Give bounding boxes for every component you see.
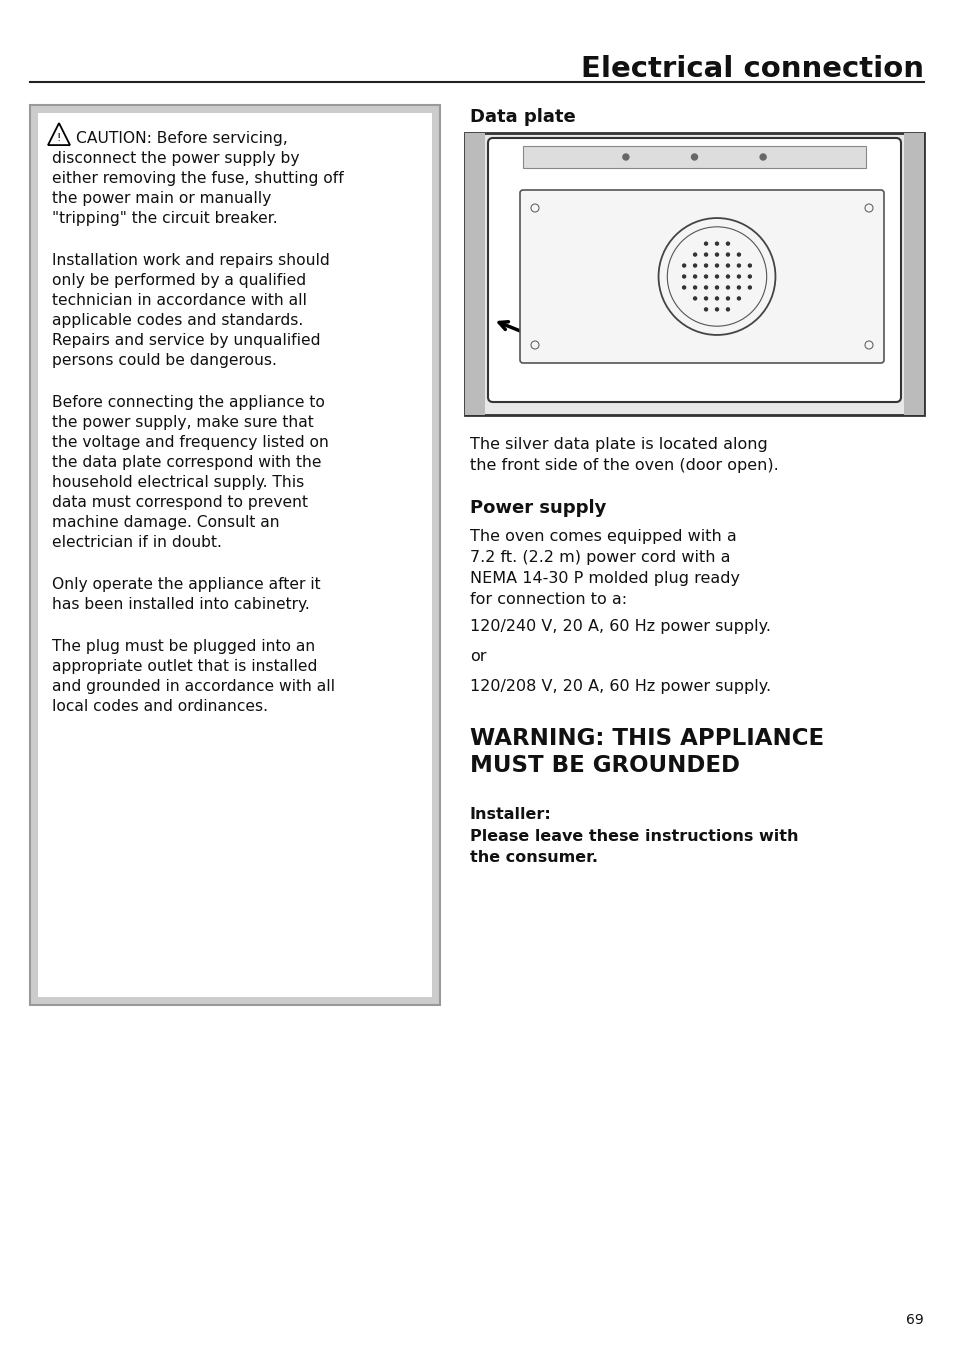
Circle shape: [682, 287, 685, 289]
Circle shape: [725, 308, 729, 311]
Text: The silver data plate is located along
the front side of the oven (door open).: The silver data plate is located along t…: [470, 437, 778, 473]
Text: Please leave these instructions with
the consumer.: Please leave these instructions with the…: [470, 829, 798, 865]
Circle shape: [715, 264, 718, 268]
Text: Installation work and repairs should: Installation work and repairs should: [52, 253, 330, 268]
Circle shape: [715, 242, 718, 245]
Text: and grounded in accordance with all: and grounded in accordance with all: [52, 679, 335, 694]
Text: technician in accordance with all: technician in accordance with all: [52, 293, 307, 308]
Bar: [522, 146, 865, 168]
Text: the power main or manually: the power main or manually: [52, 191, 271, 206]
Circle shape: [747, 264, 751, 268]
Circle shape: [737, 297, 740, 300]
FancyBboxPatch shape: [488, 138, 900, 402]
Circle shape: [622, 154, 628, 160]
Text: the voltage and frequency listed on: the voltage and frequency listed on: [52, 435, 329, 450]
Text: The oven comes equipped with a
7.2 ft. (2.2 m) power cord with a
NEMA 14-30 P mo: The oven comes equipped with a 7.2 ft. (…: [470, 529, 740, 607]
Text: has been installed into cabinetry.: has been installed into cabinetry.: [52, 598, 310, 612]
Circle shape: [760, 154, 765, 160]
Bar: [30, 105, 439, 1005]
Circle shape: [704, 253, 707, 256]
Text: The plug must be plugged into an: The plug must be plugged into an: [52, 639, 314, 654]
Circle shape: [715, 287, 718, 289]
Text: electrician if in doubt.: electrician if in doubt.: [52, 535, 222, 550]
Text: Before connecting the appliance to: Before connecting the appliance to: [52, 395, 325, 410]
Text: Only operate the appliance after it: Only operate the appliance after it: [52, 577, 320, 592]
Text: appropriate outlet that is installed: appropriate outlet that is installed: [52, 658, 317, 675]
Text: !: !: [57, 132, 61, 143]
Circle shape: [715, 297, 718, 300]
Circle shape: [725, 287, 729, 289]
Text: disconnect the power supply by: disconnect the power supply by: [52, 151, 299, 166]
Text: persons could be dangerous.: persons could be dangerous.: [52, 353, 276, 368]
Circle shape: [725, 253, 729, 256]
Text: either removing the fuse, shutting off: either removing the fuse, shutting off: [52, 170, 343, 187]
Circle shape: [747, 287, 751, 289]
Circle shape: [691, 154, 697, 160]
Text: 120/240 V, 20 A, 60 Hz power supply.: 120/240 V, 20 A, 60 Hz power supply.: [470, 619, 770, 634]
Circle shape: [693, 297, 696, 300]
Circle shape: [725, 297, 729, 300]
Circle shape: [693, 287, 696, 289]
Text: 69: 69: [905, 1313, 923, 1328]
Text: or: or: [470, 649, 486, 664]
Text: Power supply: Power supply: [470, 499, 606, 516]
Circle shape: [725, 242, 729, 245]
Bar: [464, 132, 484, 415]
Text: WARNING: THIS APPLIANCE
MUST BE GROUNDED: WARNING: THIS APPLIANCE MUST BE GROUNDED: [470, 727, 823, 777]
Circle shape: [704, 308, 707, 311]
Circle shape: [737, 287, 740, 289]
Circle shape: [725, 274, 729, 279]
Text: only be performed by a qualified: only be performed by a qualified: [52, 273, 306, 288]
Circle shape: [693, 253, 696, 256]
Circle shape: [715, 274, 718, 279]
Circle shape: [715, 253, 718, 256]
Circle shape: [693, 274, 696, 279]
Circle shape: [737, 253, 740, 256]
Circle shape: [704, 274, 707, 279]
Circle shape: [737, 264, 740, 268]
Circle shape: [704, 287, 707, 289]
Circle shape: [704, 242, 707, 245]
Circle shape: [704, 297, 707, 300]
Circle shape: [682, 274, 685, 279]
Text: Electrical connection: Electrical connection: [580, 55, 923, 82]
Text: CAUTION: Before servicing,: CAUTION: Before servicing,: [76, 131, 288, 146]
Text: local codes and ordinances.: local codes and ordinances.: [52, 699, 268, 714]
Text: Installer:: Installer:: [470, 807, 551, 822]
Text: Data plate: Data plate: [470, 108, 576, 126]
Circle shape: [693, 264, 696, 268]
Circle shape: [737, 274, 740, 279]
Circle shape: [725, 264, 729, 268]
Text: "tripping" the circuit breaker.: "tripping" the circuit breaker.: [52, 211, 277, 226]
Text: household electrical supply. This: household electrical supply. This: [52, 475, 304, 489]
Text: 120/208 V, 20 A, 60 Hz power supply.: 120/208 V, 20 A, 60 Hz power supply.: [470, 679, 770, 694]
Bar: [38, 114, 432, 996]
Circle shape: [682, 264, 685, 268]
Bar: [464, 132, 923, 415]
Text: data must correspond to prevent: data must correspond to prevent: [52, 495, 308, 510]
Text: machine damage. Consult an: machine damage. Consult an: [52, 515, 279, 530]
Text: Repairs and service by unqualified: Repairs and service by unqualified: [52, 333, 320, 347]
Circle shape: [747, 274, 751, 279]
Text: applicable codes and standards.: applicable codes and standards.: [52, 314, 303, 329]
Circle shape: [704, 264, 707, 268]
FancyBboxPatch shape: [519, 191, 883, 362]
Circle shape: [715, 308, 718, 311]
Text: the power supply, make sure that: the power supply, make sure that: [52, 415, 314, 430]
Text: the data plate correspond with the: the data plate correspond with the: [52, 456, 321, 470]
Bar: [903, 132, 923, 415]
